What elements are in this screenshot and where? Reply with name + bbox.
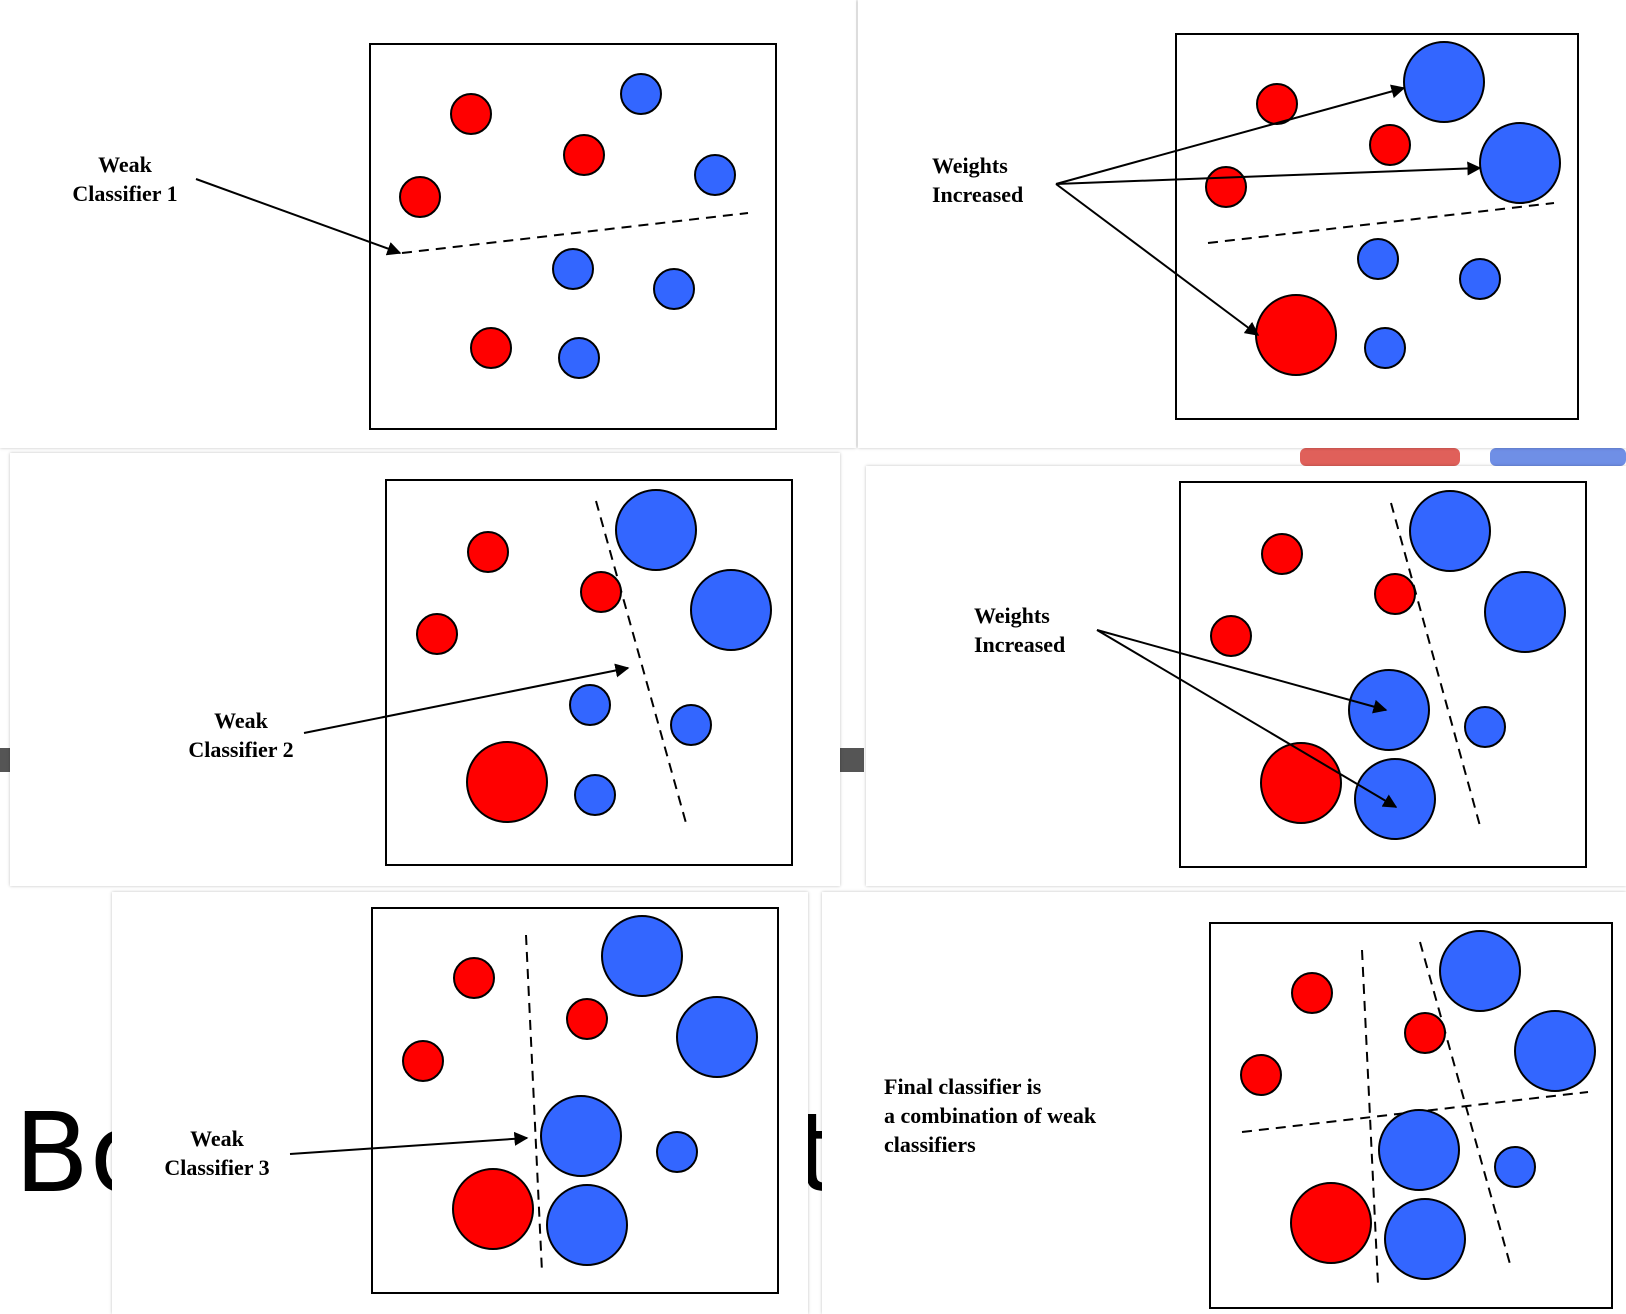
panel-final-classifier: Final classifier is a combination of wea…	[822, 892, 1626, 1314]
red-point-weighted	[1255, 294, 1337, 376]
blue-point-weighted	[540, 1095, 622, 1177]
pointer-arrow	[1096, 629, 1398, 808]
plot-frame	[1179, 481, 1587, 868]
red-point-weighted	[452, 1168, 534, 1250]
pointer-arrow	[1055, 84, 1406, 185]
red-point-weighted	[1290, 1182, 1372, 1264]
red-point	[453, 957, 495, 999]
pointer-arrow	[1096, 629, 1388, 714]
red-point	[566, 998, 608, 1040]
blue-point-weighted	[1384, 1198, 1466, 1280]
blue-point	[670, 704, 712, 746]
blue-point-weighted	[1514, 1010, 1596, 1092]
blue-point-weighted	[1439, 930, 1521, 1012]
decision-boundary	[595, 500, 687, 824]
red-point	[1210, 615, 1252, 657]
panel-6-diagram	[1209, 922, 1613, 1309]
blue-point	[1364, 327, 1406, 369]
blue-point-weighted	[1479, 122, 1561, 204]
red-point	[1205, 166, 1247, 208]
pointer-arrow	[1055, 161, 1482, 185]
panel-weights-increased-1: Weights Increased	[858, 0, 1626, 448]
weights-increased-label: Weights Increased	[932, 153, 1024, 207]
blue-point	[620, 73, 662, 115]
pointer-arrow	[1055, 183, 1260, 336]
blue-point	[1357, 238, 1399, 280]
red-point	[1404, 1012, 1446, 1054]
decision-boundary	[1361, 949, 1379, 1285]
red-point	[1261, 533, 1303, 575]
blue-point-weighted	[1354, 758, 1436, 840]
red-point	[1291, 972, 1333, 1014]
plot-frame	[1209, 922, 1613, 1309]
panel-weights-increased-2: Weights Increased	[866, 466, 1626, 886]
blue-point-weighted	[1403, 41, 1485, 123]
red-point	[470, 327, 512, 369]
red-point	[467, 531, 509, 573]
panel-weak-classifier-2: Weak Classifier 2	[10, 453, 840, 886]
panel-5-diagram	[289, 907, 779, 1294]
panel-1-diagram	[195, 43, 777, 430]
red-point	[580, 571, 622, 613]
blue-point-weighted	[1409, 490, 1491, 572]
panel-3-diagram	[303, 479, 793, 866]
red-point	[1256, 83, 1298, 125]
panel-4-diagram	[1096, 481, 1587, 868]
blue-point	[552, 248, 594, 290]
pointer-arrow	[195, 178, 402, 256]
pointer-arrow	[303, 663, 630, 734]
blue-point-weighted	[546, 1184, 628, 1266]
red-point	[1369, 124, 1411, 166]
blue-point-weighted	[615, 489, 697, 571]
red-point	[1240, 1054, 1282, 1096]
red-point-weighted	[466, 741, 548, 823]
final-classifier-caption: Final classifier is a combination of wea…	[884, 1074, 1097, 1157]
plot-frame	[385, 479, 793, 866]
red-point	[563, 134, 605, 176]
red-point	[450, 93, 492, 135]
blue-point-weighted	[601, 915, 683, 997]
plot-frame	[369, 43, 777, 430]
plot-frame	[1175, 33, 1579, 420]
blue-point	[1494, 1146, 1536, 1188]
decision-boundary	[401, 212, 749, 254]
blue-point	[569, 684, 611, 726]
blue-point	[1464, 706, 1506, 748]
blue-point	[574, 774, 616, 816]
weak-classifier-1-label: Weak Classifier 1	[72, 152, 178, 206]
blue-point	[656, 1131, 698, 1173]
blue-point	[558, 337, 600, 379]
panel-weak-classifier-3: Weak Classifier 3	[112, 892, 808, 1314]
blue-point-weighted	[1348, 669, 1430, 751]
panel-2-diagram	[1055, 33, 1579, 420]
red-point	[402, 1040, 444, 1082]
red-point	[1374, 573, 1416, 615]
decision-boundary	[1390, 502, 1481, 827]
panel-weak-classifier-1: Weak Classifier 1	[0, 0, 856, 448]
decision-boundary	[525, 934, 543, 1273]
red-point-weighted	[1260, 742, 1342, 824]
blue-point	[694, 154, 736, 196]
blue-point	[653, 268, 695, 310]
decision-boundary	[1207, 202, 1555, 244]
blue-point-weighted	[1378, 1109, 1460, 1191]
blue-point-weighted	[676, 996, 758, 1078]
red-point	[416, 613, 458, 655]
blue-point-weighted	[1484, 571, 1566, 653]
blue-point-weighted	[690, 569, 772, 651]
blue-point	[1459, 258, 1501, 300]
pointer-arrow	[289, 1131, 529, 1155]
plot-frame	[371, 907, 779, 1294]
decision-boundary	[1419, 941, 1511, 1265]
weak-classifier-2-label: Weak Classifier 2	[188, 708, 294, 762]
weights-increased-label: Weights Increased	[974, 603, 1066, 657]
weak-classifier-3-label: Weak Classifier 3	[164, 1126, 270, 1180]
red-point	[399, 176, 441, 218]
